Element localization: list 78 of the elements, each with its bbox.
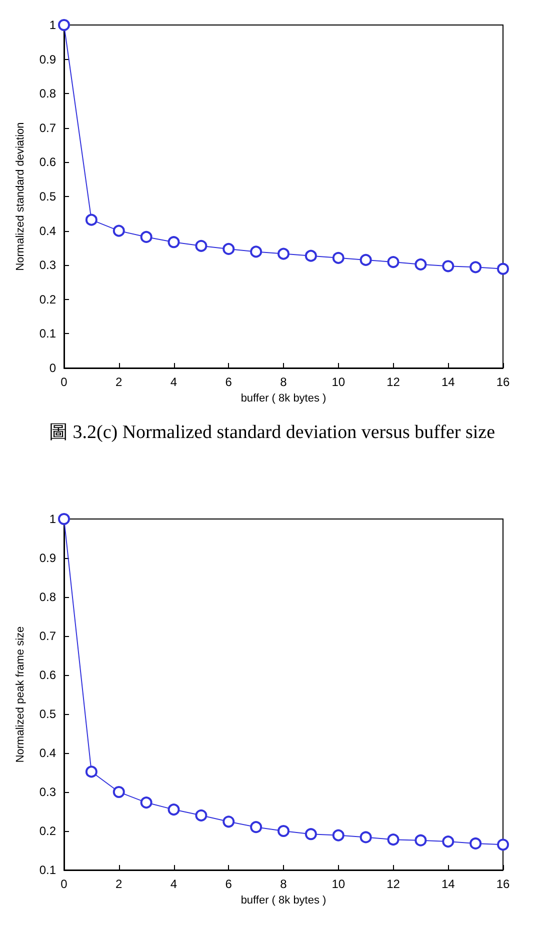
point bbox=[278, 248, 290, 260]
y-tick-label: 0.1 bbox=[39, 863, 56, 877]
point bbox=[332, 829, 344, 842]
y-tick-label: 0.2 bbox=[39, 292, 56, 306]
y-tick-label: 0.7 bbox=[39, 120, 56, 135]
x-axis-title: buffer ( 8k bytes ) bbox=[240, 894, 326, 906]
x-tick-label: 2 bbox=[116, 375, 123, 389]
point bbox=[112, 786, 125, 798]
point bbox=[85, 766, 98, 778]
point bbox=[304, 250, 317, 262]
point bbox=[442, 836, 454, 848]
point bbox=[195, 809, 208, 822]
x-tick-label: 12 bbox=[386, 375, 400, 389]
point bbox=[304, 828, 317, 840]
point bbox=[470, 837, 482, 850]
x-tick-label: 4 bbox=[170, 877, 178, 891]
x-tick-label: 0 bbox=[60, 877, 68, 891]
y-tick-label: 0.9 bbox=[39, 551, 56, 565]
y-tick-label: 0.5 bbox=[39, 707, 56, 721]
y-tick-label: 0.5 bbox=[39, 190, 56, 204]
point bbox=[442, 260, 454, 272]
point bbox=[112, 224, 125, 237]
point bbox=[387, 834, 400, 846]
point bbox=[168, 236, 180, 248]
y-tick-label: 0 bbox=[49, 361, 56, 375]
point bbox=[497, 838, 509, 851]
point bbox=[222, 242, 235, 255]
y-tick-label: 0.1 bbox=[39, 326, 56, 341]
x-tick-label: 8 bbox=[280, 375, 288, 389]
x-tick-label: 10 bbox=[332, 375, 346, 389]
y-tick-label: 0.3 bbox=[39, 258, 56, 272]
point bbox=[387, 256, 400, 268]
x-tick-label: 14 bbox=[441, 877, 456, 891]
y-tick-label: 0.4 bbox=[39, 224, 56, 238]
x-tick-label: 4 bbox=[170, 375, 178, 389]
point bbox=[278, 825, 290, 837]
point bbox=[168, 804, 180, 816]
point bbox=[250, 246, 262, 258]
y-tick-label: 1 bbox=[49, 512, 56, 526]
y-tick-label: 0.6 bbox=[39, 668, 56, 682]
x-axis-title: buffer ( 8k bytes ) bbox=[240, 392, 326, 404]
y-tick-label: 0.3 bbox=[39, 785, 56, 799]
point bbox=[140, 230, 152, 243]
y-tick-label: 0.4 bbox=[39, 746, 56, 760]
x-tick-label: 0 bbox=[60, 375, 68, 389]
caption: 圖 3.2(c) Normalized standard deviation versus buffer size bbox=[49, 422, 495, 443]
point bbox=[140, 796, 152, 809]
x-tick-label: 6 bbox=[225, 877, 232, 891]
point bbox=[470, 261, 482, 274]
y-axis-title: Normalized standard deviation bbox=[14, 122, 26, 271]
point bbox=[414, 258, 427, 270]
point bbox=[414, 834, 427, 846]
x-tick-label: 8 bbox=[280, 877, 288, 891]
y-tick-label: 0.7 bbox=[39, 629, 56, 643]
x-tick-label: 14 bbox=[441, 375, 456, 389]
point bbox=[58, 513, 70, 525]
y-tick-label: 1 bbox=[49, 18, 56, 32]
x-tick-label: 2 bbox=[116, 877, 123, 891]
point bbox=[360, 254, 372, 266]
y-tick-label: 0.8 bbox=[39, 86, 56, 101]
y-tick-label: 0.6 bbox=[39, 155, 56, 170]
x-tick-label: 6 bbox=[225, 375, 232, 389]
x-tick-label: 16 bbox=[496, 375, 510, 389]
point bbox=[250, 821, 262, 834]
point bbox=[58, 19, 70, 31]
point bbox=[497, 262, 509, 275]
point bbox=[360, 831, 372, 844]
x-tick-label: 16 bbox=[496, 877, 510, 891]
x-tick-label: 10 bbox=[332, 877, 346, 891]
y-axis-title: Normalized peak frame size bbox=[14, 626, 26, 763]
y-tick-label: 0.9 bbox=[39, 52, 56, 66]
y-tick-label: 0.2 bbox=[39, 824, 56, 838]
y-tick-label: 0.8 bbox=[39, 590, 56, 604]
point bbox=[85, 214, 98, 226]
point bbox=[195, 240, 208, 252]
point bbox=[222, 816, 235, 828]
x-tick-label: 12 bbox=[386, 877, 400, 891]
point bbox=[332, 252, 344, 264]
